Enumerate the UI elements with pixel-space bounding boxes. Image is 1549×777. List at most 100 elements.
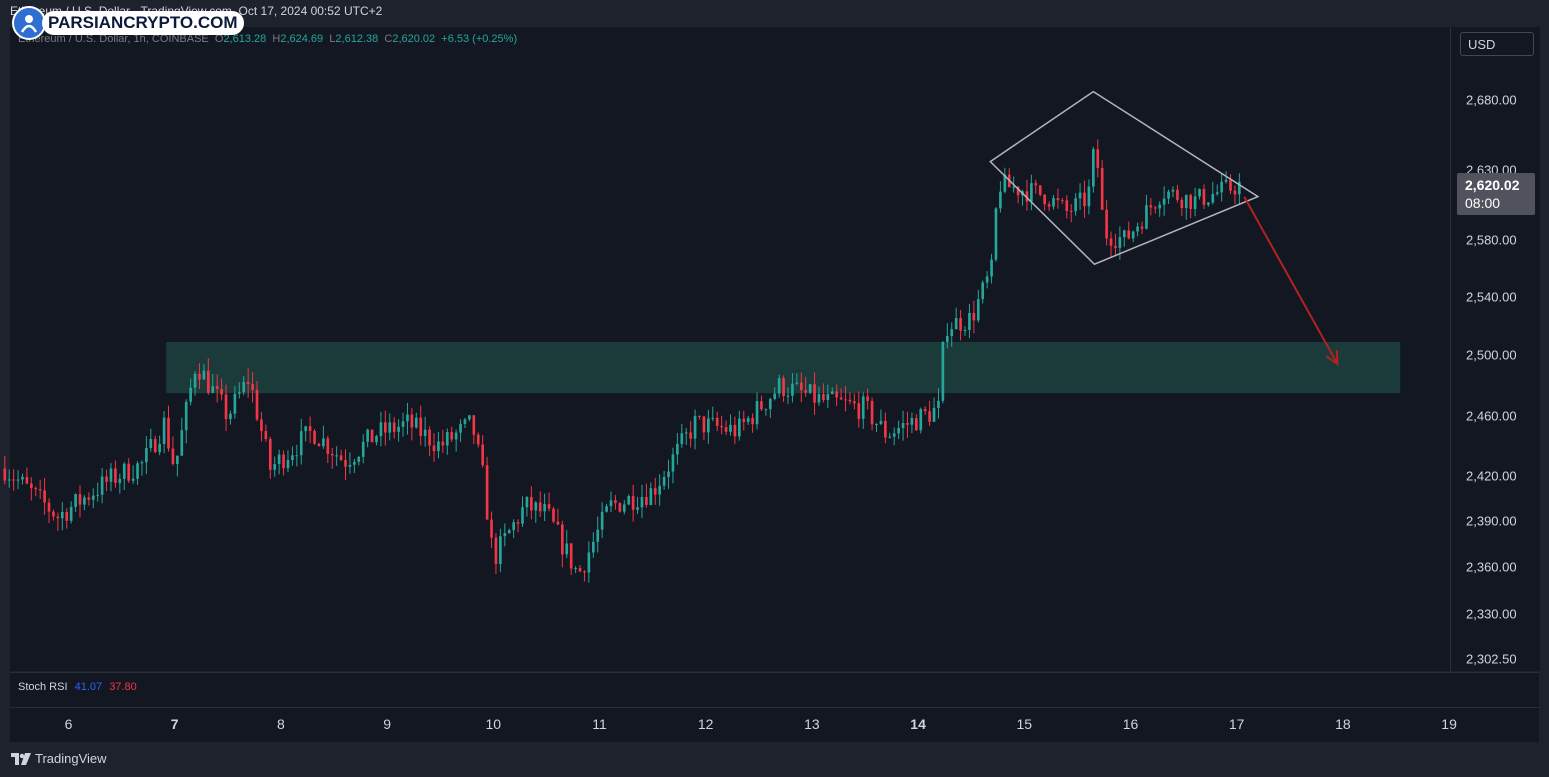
candle-body bbox=[835, 391, 839, 398]
candle-body bbox=[941, 342, 945, 401]
time-axis[interactable] bbox=[10, 707, 1539, 742]
candle-body bbox=[211, 386, 215, 393]
candle-body bbox=[437, 441, 440, 452]
candle-body bbox=[397, 426, 400, 432]
candle-body bbox=[131, 478, 135, 481]
candle-body bbox=[348, 464, 352, 467]
candle-body bbox=[260, 419, 263, 432]
candle-body bbox=[432, 445, 436, 452]
candle-body bbox=[87, 497, 91, 500]
candle-body bbox=[932, 407, 936, 422]
stoch-rsi-pane[interactable] bbox=[10, 672, 1539, 707]
candle-body bbox=[653, 488, 657, 495]
candle-body bbox=[1092, 149, 1095, 187]
candle-body bbox=[1167, 191, 1170, 199]
candle-body bbox=[543, 504, 546, 512]
candle-body bbox=[237, 392, 241, 394]
candle-body bbox=[976, 299, 980, 321]
candle-body bbox=[145, 448, 148, 463]
candle-body bbox=[649, 488, 653, 505]
candle-body bbox=[220, 388, 223, 395]
candle-body bbox=[468, 415, 471, 420]
candle-body bbox=[481, 444, 485, 466]
candle-body bbox=[317, 443, 321, 447]
candle-body bbox=[937, 400, 940, 408]
legend-l-label: L bbox=[329, 33, 336, 45]
candle-body bbox=[618, 503, 622, 512]
candle-body bbox=[207, 370, 210, 393]
candle-body bbox=[255, 389, 259, 420]
time-tick-label: 9 bbox=[383, 716, 391, 732]
candle-body bbox=[158, 443, 161, 453]
last-price-label: 2,620.02 08:00 bbox=[1457, 173, 1535, 215]
candle-body bbox=[627, 496, 631, 505]
currency-button[interactable]: USD bbox=[1460, 32, 1534, 56]
parsiancrypto-watermark: PARSIANCRYPTO.COM bbox=[12, 5, 244, 40]
candle-body bbox=[866, 396, 869, 401]
candle-body bbox=[43, 490, 46, 503]
candle-body bbox=[879, 420, 883, 424]
tradingview-logo[interactable]: TradingView bbox=[11, 751, 107, 766]
candle-body bbox=[122, 463, 126, 479]
candle-body bbox=[286, 460, 290, 469]
candle-body bbox=[994, 208, 998, 260]
candle-body bbox=[760, 401, 763, 410]
candle-body bbox=[136, 463, 139, 479]
candle-body bbox=[273, 464, 277, 470]
candle-body bbox=[884, 420, 887, 438]
candle-body bbox=[463, 419, 467, 424]
candle-body bbox=[791, 383, 794, 396]
price-axis[interactable] bbox=[1450, 27, 1540, 671]
candle-body bbox=[74, 494, 77, 507]
candle-body bbox=[3, 468, 7, 481]
candle-body bbox=[1078, 192, 1082, 199]
candle-body bbox=[742, 418, 746, 423]
candle-body bbox=[52, 511, 55, 517]
stoch-rsi-name: Stoch RSI bbox=[18, 681, 68, 693]
candle-body bbox=[640, 497, 644, 508]
candle-body bbox=[901, 422, 905, 428]
candle-body bbox=[600, 511, 604, 530]
candle-body bbox=[410, 414, 414, 428]
stoch-rsi-legend[interactable]: Stoch RSI 41.07 37.80 bbox=[18, 681, 137, 693]
candle-body bbox=[1012, 186, 1016, 188]
candle-body bbox=[503, 533, 507, 537]
candle-body bbox=[507, 530, 511, 534]
candle-body bbox=[746, 418, 750, 423]
candle-body bbox=[1189, 194, 1193, 209]
candle-body bbox=[605, 506, 608, 512]
candle-body bbox=[1109, 238, 1113, 246]
candle-body bbox=[401, 421, 405, 427]
candle-body bbox=[114, 468, 117, 483]
candle-body bbox=[291, 455, 294, 461]
candle-body bbox=[1083, 192, 1086, 207]
candle-body bbox=[915, 418, 918, 431]
candle-body bbox=[69, 506, 73, 521]
candle-body bbox=[1215, 192, 1219, 195]
legend-h-label: H bbox=[272, 33, 281, 45]
candle-body bbox=[176, 455, 179, 465]
candle-body bbox=[1145, 205, 1148, 229]
candle-body bbox=[1025, 191, 1029, 202]
candle-body bbox=[379, 422, 383, 437]
candle-body bbox=[777, 378, 781, 394]
price-tick-label: 2,580.00 bbox=[1466, 232, 1517, 248]
candle-body bbox=[277, 454, 281, 465]
candle-body bbox=[485, 465, 489, 520]
time-tick-label: 14 bbox=[910, 716, 926, 732]
candle-body bbox=[1047, 204, 1051, 207]
candle-body bbox=[1184, 194, 1188, 209]
candle-body bbox=[1087, 186, 1091, 207]
candle-body bbox=[565, 543, 569, 555]
candle-body bbox=[1131, 231, 1135, 239]
legend-c-label: C bbox=[384, 33, 393, 45]
candle-body bbox=[445, 432, 449, 446]
candle-body bbox=[622, 504, 626, 512]
candle-body bbox=[839, 397, 843, 400]
candle-body bbox=[1061, 200, 1064, 202]
time-tick-label: 13 bbox=[804, 716, 820, 732]
candle-body bbox=[698, 415, 701, 417]
candle-body bbox=[512, 522, 515, 531]
candle-body bbox=[34, 488, 38, 490]
candle-body bbox=[676, 443, 679, 455]
